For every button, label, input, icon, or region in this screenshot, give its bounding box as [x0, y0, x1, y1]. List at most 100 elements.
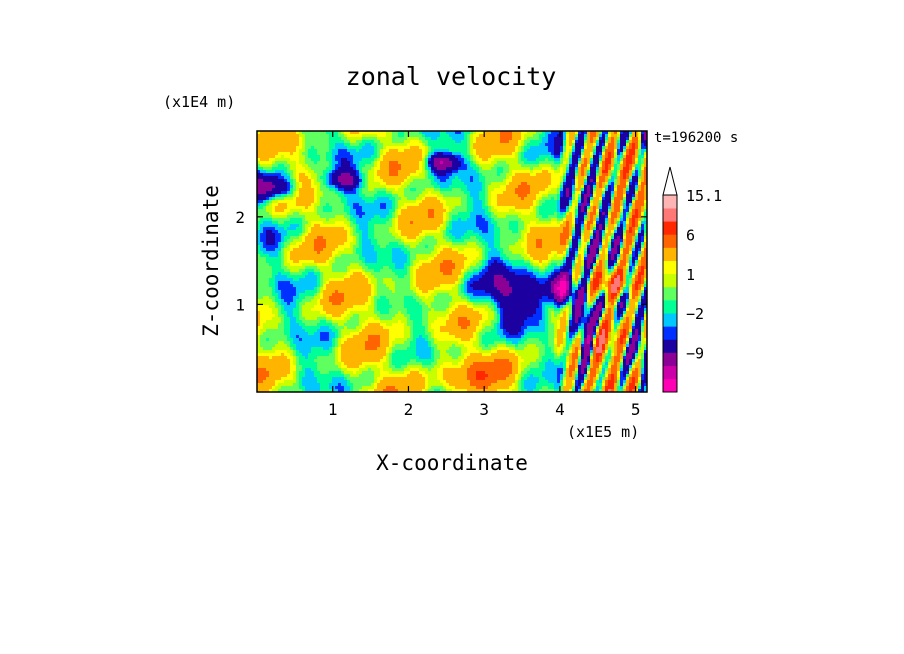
- field-cell: [476, 230, 479, 233]
- field-cell: [296, 212, 299, 215]
- field-cell: [569, 242, 572, 245]
- field-cell: [458, 173, 461, 176]
- field-cell: [344, 236, 347, 239]
- field-cell: [482, 221, 485, 224]
- field-cell: [554, 146, 557, 149]
- field-cell: [641, 173, 644, 176]
- field-cell: [257, 233, 260, 236]
- field-cell: [548, 230, 551, 233]
- field-cell: [605, 155, 608, 158]
- field-cell: [533, 206, 536, 209]
- field-cell: [392, 167, 395, 170]
- field-cell: [341, 140, 344, 143]
- field-cell: [500, 200, 503, 203]
- field-cell: [272, 131, 275, 134]
- field-cell: [257, 224, 260, 227]
- field-cell: [299, 149, 302, 152]
- field-cell: [602, 236, 605, 239]
- field-cell: [365, 158, 368, 161]
- field-cell: [629, 155, 632, 158]
- field-cell: [272, 176, 275, 179]
- field-cell: [263, 242, 266, 245]
- field-cell: [278, 188, 281, 191]
- field-cell: [404, 134, 407, 137]
- field-cell: [290, 155, 293, 158]
- field-cell: [503, 224, 506, 227]
- field-cell: [275, 233, 278, 236]
- field-cell: [263, 164, 266, 167]
- field-cell: [287, 230, 290, 233]
- field-cell: [278, 170, 281, 173]
- field-cell: [338, 158, 341, 161]
- field-cell: [386, 170, 389, 173]
- field-cell: [398, 143, 401, 146]
- field-cell: [260, 152, 263, 155]
- field-cell: [449, 200, 452, 203]
- field-cell: [446, 155, 449, 158]
- field-cell: [536, 140, 539, 143]
- field-cell: [338, 209, 341, 212]
- field-cell: [353, 236, 356, 239]
- field-cell: [392, 236, 395, 239]
- field-cell: [587, 170, 590, 173]
- field-cell: [620, 167, 623, 170]
- field-cell: [380, 233, 383, 236]
- field-cell: [596, 242, 599, 245]
- field-cell: [416, 239, 419, 242]
- field-cell: [578, 146, 581, 149]
- field-cell: [515, 176, 518, 179]
- field-cell: [518, 161, 521, 164]
- field-cell: [590, 179, 593, 182]
- field-cell: [515, 143, 518, 146]
- field-cell: [368, 131, 371, 134]
- field-cell: [422, 236, 425, 239]
- field-cell: [371, 158, 374, 161]
- field-cell: [488, 161, 491, 164]
- field-cell: [347, 233, 350, 236]
- field-cell: [554, 179, 557, 182]
- field-cell: [365, 242, 368, 245]
- field-cell: [434, 236, 437, 239]
- field-cell: [416, 179, 419, 182]
- field-cell: [461, 233, 464, 236]
- field-cell: [428, 209, 431, 212]
- field-cell: [443, 140, 446, 143]
- field-cell: [566, 155, 569, 158]
- field-cell: [395, 239, 398, 242]
- field-cell: [332, 242, 335, 245]
- field-cell: [401, 215, 404, 218]
- field-cell: [311, 197, 314, 200]
- field-cell: [278, 137, 281, 140]
- field-cell: [344, 218, 347, 221]
- field-cell: [272, 191, 275, 194]
- field-cell: [557, 230, 560, 233]
- field-cell: [311, 149, 314, 152]
- field-cell: [278, 173, 281, 176]
- field-cell: [365, 167, 368, 170]
- field-cell: [476, 164, 479, 167]
- field-cell: [515, 179, 518, 182]
- field-cell: [557, 155, 560, 158]
- field-cell: [332, 179, 335, 182]
- field-cell: [413, 173, 416, 176]
- field-cell: [287, 149, 290, 152]
- field-cell: [482, 137, 485, 140]
- field-cell: [581, 131, 584, 134]
- field-cell: [323, 242, 326, 245]
- field-cell: [614, 155, 617, 158]
- field-cell: [320, 221, 323, 224]
- field-cell: [509, 206, 512, 209]
- field-cell: [536, 173, 539, 176]
- field-cell: [500, 236, 503, 239]
- field-cell: [275, 224, 278, 227]
- field-cell: [548, 200, 551, 203]
- field-cell: [410, 134, 413, 137]
- field-cell: [374, 176, 377, 179]
- field-cell: [440, 158, 443, 161]
- field-cell: [572, 164, 575, 167]
- field-cell: [431, 212, 434, 215]
- field-cell: [521, 215, 524, 218]
- field-cell: [542, 149, 545, 152]
- field-cell: [350, 230, 353, 233]
- field-cell: [512, 149, 515, 152]
